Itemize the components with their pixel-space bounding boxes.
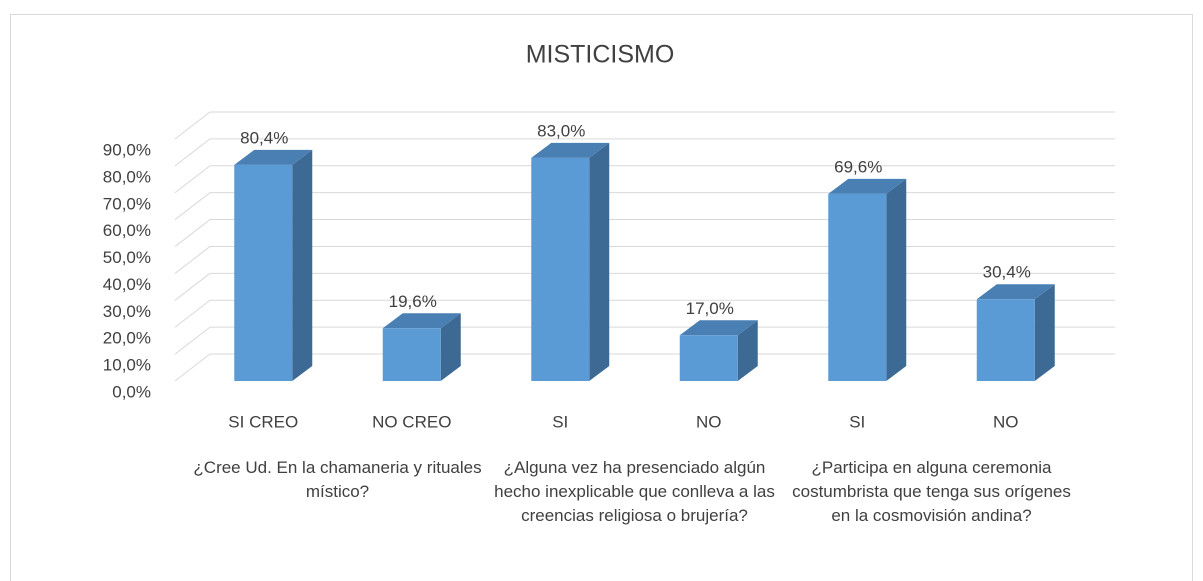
bar-top (976, 284, 1055, 300)
y-tick-label: 50,0% (103, 248, 151, 267)
value-label: 83,0% (537, 121, 585, 140)
x-tick-label: SI (849, 412, 865, 431)
y-tick-label: 90,0% (103, 140, 151, 159)
bar (976, 299, 1035, 381)
x-tick-label: NO CREO (372, 412, 451, 431)
chart-border (10, 14, 1193, 581)
value-label: 69,6% (834, 157, 882, 176)
value-label: 19,6% (389, 292, 437, 311)
bar (679, 335, 738, 381)
x-tick-label: NO (696, 412, 722, 431)
value-label: 17,0% (686, 299, 734, 318)
x-tick-label: SI (552, 412, 568, 431)
chart-title: MISTICISMO (526, 41, 675, 69)
y-tick-label: 30,0% (103, 302, 151, 321)
side-grid-line (174, 353, 211, 382)
bar (828, 193, 887, 381)
bar-side (440, 313, 461, 381)
bar-side (292, 149, 313, 381)
y-tick-label: 60,0% (103, 221, 151, 240)
side-grid-line (174, 165, 211, 194)
bar-top (828, 178, 907, 194)
bar-top (382, 313, 461, 329)
bar-side (589, 142, 610, 381)
x-tick-label: NO (993, 412, 1019, 431)
side-grid-line (174, 219, 211, 247)
x-tick-label: SI CREO (228, 412, 298, 431)
y-tick-label: 20,0% (103, 329, 151, 348)
group-label: ¿Participa en alguna ceremonia costumbri… (792, 458, 1071, 525)
side-grid-line (174, 299, 211, 328)
bar-top (234, 149, 313, 165)
y-tick-label: 10,0% (103, 356, 151, 375)
bar-top (679, 320, 758, 336)
y-tick-label: 70,0% (103, 194, 151, 213)
side-grid-line (174, 326, 211, 355)
y-tick-label: 0,0% (112, 382, 151, 401)
value-label: 80,4% (240, 128, 288, 147)
side-grid-line (174, 111, 211, 140)
side-grid-line (174, 272, 211, 301)
bar-side (737, 320, 758, 381)
side-grid-line (174, 192, 211, 221)
bar (382, 328, 441, 381)
group-label: ¿Cree Ud. En la chamaneria y rituales mí… (193, 458, 482, 501)
y-tick-label: 80,0% (103, 167, 151, 186)
value-label: 30,4% (983, 263, 1031, 282)
side-grid-line (174, 138, 211, 167)
bar-side (1034, 284, 1055, 381)
bar (531, 157, 590, 381)
bar (234, 164, 293, 381)
bar-top (531, 142, 610, 158)
side-grid-line (174, 246, 211, 274)
y-tick-label: 40,0% (103, 275, 151, 294)
bar-side (886, 178, 907, 381)
group-label: ¿Alguna vez ha presenciado algún hecho i… (494, 458, 775, 525)
